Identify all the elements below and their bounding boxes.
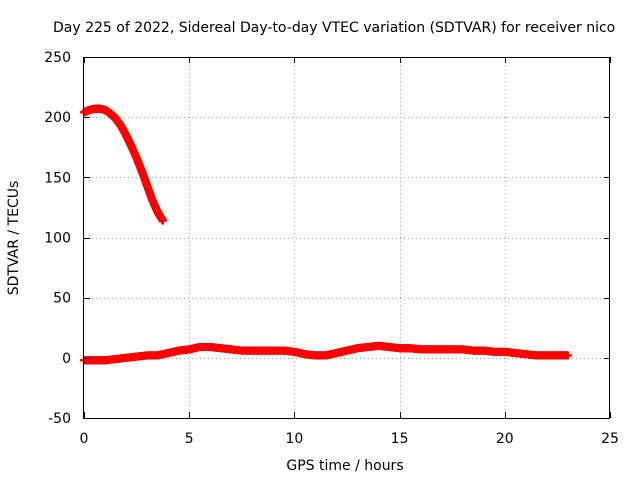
x-tick-label: 15 (391, 431, 409, 447)
chart-title: Day 225 of 2022, Sidereal Day-to-day VTE… (53, 20, 615, 36)
grid (84, 57, 610, 418)
x-tick-label: 5 (185, 431, 194, 447)
x-tick-label: 25 (601, 431, 619, 447)
data-points (80, 104, 572, 365)
x-tick-label: 20 (496, 431, 514, 447)
x-tick-label: 10 (285, 431, 303, 447)
series-band (82, 104, 167, 223)
y-axis-label: SDTVAR / TECUs (6, 181, 22, 296)
y-tick-label: 0 (62, 351, 71, 367)
series-band (84, 341, 568, 365)
y-tick-label: -50 (48, 411, 71, 427)
series-1 (80, 341, 572, 365)
axis-ticks: 0 5 10 15 20 25 -50 0 50 100 150 200 250 (44, 50, 619, 447)
y-tick-label: 100 (44, 231, 71, 247)
y-tick-label: 250 (44, 50, 71, 66)
x-axis-label: GPS time / hours (286, 458, 403, 474)
x-tick-label: 0 (80, 431, 89, 447)
plot-frame (83, 57, 610, 419)
y-tick-label: 50 (53, 291, 71, 307)
y-tick-label: 150 (44, 170, 71, 186)
y-tick-label: 200 (44, 110, 71, 126)
series-0 (80, 104, 167, 225)
